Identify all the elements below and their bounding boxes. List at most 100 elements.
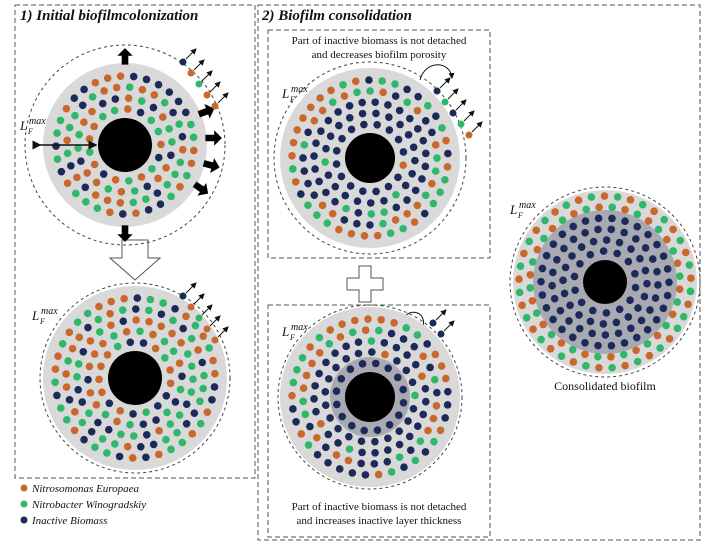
cell xyxy=(551,208,559,216)
cell xyxy=(117,199,125,207)
cell xyxy=(557,307,565,315)
cell xyxy=(152,416,160,424)
cell xyxy=(444,163,452,171)
cell xyxy=(143,76,151,84)
cell xyxy=(358,449,366,457)
thickness-sub: F xyxy=(289,95,295,104)
cell xyxy=(418,175,426,183)
cell xyxy=(83,169,91,177)
cell xyxy=(384,435,392,443)
cell xyxy=(349,469,357,477)
detach-arrow xyxy=(202,71,212,81)
detached-cell xyxy=(212,337,219,344)
cell xyxy=(360,427,368,435)
thickness-sup: max xyxy=(29,116,46,127)
cell xyxy=(601,192,609,200)
cell xyxy=(419,137,427,145)
cell xyxy=(442,375,450,383)
cell xyxy=(359,187,367,195)
cell xyxy=(137,109,145,117)
cell xyxy=(333,160,341,168)
cell xyxy=(353,220,361,228)
cell xyxy=(686,261,694,269)
cell xyxy=(368,337,376,345)
cell xyxy=(594,226,602,234)
cell xyxy=(414,422,422,430)
cell xyxy=(570,210,578,218)
cell xyxy=(407,446,415,454)
cell xyxy=(129,410,137,418)
cell xyxy=(300,167,308,175)
cell xyxy=(79,348,87,356)
cell xyxy=(621,362,629,370)
cell xyxy=(169,109,177,117)
cell xyxy=(682,249,690,257)
cell xyxy=(289,405,297,413)
cell xyxy=(355,209,363,217)
cell xyxy=(581,339,589,347)
cell xyxy=(684,300,692,308)
cell xyxy=(558,326,566,334)
cell xyxy=(400,463,408,471)
detached-cell xyxy=(438,331,445,338)
cell xyxy=(161,338,169,346)
cell xyxy=(163,392,171,400)
cell xyxy=(396,121,404,129)
cell xyxy=(632,346,640,354)
cell xyxy=(290,379,298,387)
cell xyxy=(329,210,337,218)
cell xyxy=(290,139,298,147)
cell xyxy=(634,211,642,219)
cell xyxy=(73,373,81,381)
cell xyxy=(636,255,644,263)
cell xyxy=(70,94,78,102)
cell xyxy=(396,441,404,449)
cell xyxy=(93,401,101,409)
cell xyxy=(379,88,387,96)
cell xyxy=(594,353,602,361)
cell xyxy=(59,340,67,348)
cell xyxy=(131,187,139,195)
cell xyxy=(638,317,646,325)
cell xyxy=(58,168,66,176)
cell xyxy=(548,282,556,290)
cell xyxy=(600,320,608,328)
cell xyxy=(345,433,353,441)
cell xyxy=(325,375,333,383)
cell xyxy=(377,316,385,324)
cell xyxy=(132,316,140,324)
cell xyxy=(437,426,445,434)
legend-label: Nitrobacter Winogradskiy xyxy=(31,499,146,511)
detach-arrow xyxy=(186,283,196,293)
legend-swatch xyxy=(21,485,28,492)
cell xyxy=(423,340,431,348)
cell xyxy=(66,124,74,132)
cell xyxy=(112,176,120,184)
growth-arrow xyxy=(117,48,132,65)
cell xyxy=(93,179,101,187)
cell xyxy=(292,418,300,426)
cell xyxy=(94,419,102,427)
cell xyxy=(126,83,134,91)
cell xyxy=(559,216,567,224)
cell xyxy=(422,150,430,158)
cell xyxy=(168,138,176,146)
cell xyxy=(669,247,677,255)
cell xyxy=(53,392,61,400)
cell xyxy=(322,359,330,367)
carrier-core xyxy=(98,118,152,172)
cell xyxy=(167,379,175,387)
cell xyxy=(653,268,661,276)
cell xyxy=(54,352,62,360)
cell xyxy=(142,408,150,416)
cell xyxy=(301,410,309,418)
cell xyxy=(634,304,642,312)
cell xyxy=(576,325,584,333)
cell xyxy=(211,370,219,378)
cell xyxy=(86,135,94,143)
cell xyxy=(155,451,163,459)
cell xyxy=(63,105,71,113)
cell xyxy=(558,339,566,347)
cell xyxy=(142,195,150,203)
cell xyxy=(107,321,115,329)
